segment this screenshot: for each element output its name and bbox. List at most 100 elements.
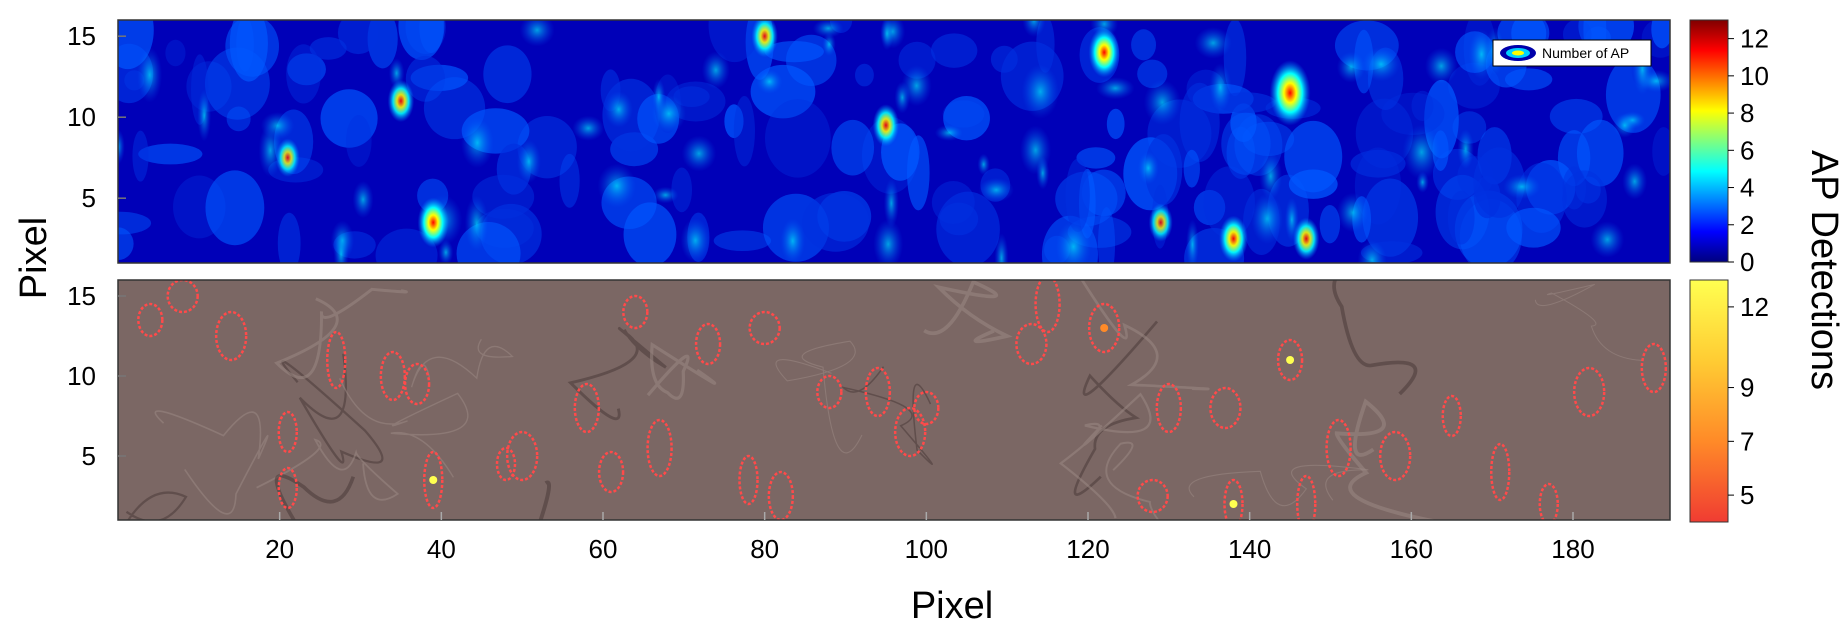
legend-contour-icon-core [1512, 50, 1524, 56]
detection-region [277, 410, 298, 454]
heatmap-background-blob [1143, 79, 1181, 125]
heatmap-background-blob [333, 230, 349, 263]
bottom-colorbar-gradient [1689, 279, 1729, 523]
detection-region [1490, 442, 1511, 502]
heatmap-background-blob [483, 45, 532, 104]
detection-region [913, 390, 940, 426]
heatmap-hotspot [872, 104, 900, 147]
heatmap-background-blob [519, 20, 555, 47]
heatmap-background-blob [1065, 158, 1090, 233]
heatmap-background-blob [1506, 207, 1561, 248]
heatmap-background-blob [1179, 82, 1220, 162]
image-frame [117, 279, 1671, 521]
heatmap-background-blob [1562, 170, 1607, 228]
x-tick-label: 20 [265, 534, 294, 564]
heatmap-background-blob [118, 227, 134, 261]
heatmap-background-blob [1557, 130, 1591, 187]
detection-region [767, 470, 795, 520]
detection-region [622, 294, 649, 330]
top-y-ticks: 5 10 15 [67, 21, 126, 213]
detection-region [893, 406, 927, 458]
detection-region [379, 350, 407, 402]
heatmap-background-blob [1562, 166, 1587, 210]
heatmap-background-blob [780, 218, 806, 263]
image-texture-stroke [775, 340, 863, 454]
bottom-colorbar-ticks: 5 7 9 12 [1728, 292, 1769, 510]
image-texture-stroke [256, 438, 400, 501]
heatmap-background-blob [597, 163, 637, 208]
heatmap-background-blob [352, 181, 374, 219]
heatmap-background-blob [901, 65, 932, 107]
detection-region [277, 466, 298, 510]
heatmap-background-blob [1381, 92, 1445, 136]
detection-region [646, 418, 673, 478]
image-texture-stroke [154, 410, 269, 515]
heatmap-background-blob [1336, 51, 1366, 83]
detection-region [505, 430, 539, 482]
heatmap-background-blob [1362, 47, 1400, 82]
heatmap-background-blob [652, 186, 679, 204]
colorbar-tick-label: 4 [1740, 173, 1754, 203]
x-ticks: 20 40 60 80 100 120 140 160 180 [265, 512, 1595, 564]
image-texture-stroke [1058, 392, 1152, 519]
heatmap-background-blob [572, 115, 605, 141]
detection-region [214, 310, 248, 362]
heatmap-background-blob [733, 95, 755, 167]
heatmap-background-blob [934, 124, 963, 141]
legend-label: Number of AP [1542, 45, 1629, 61]
heatmap-background-blob [197, 89, 212, 142]
detection-region [1441, 394, 1462, 438]
region-overlay [137, 280, 1668, 520]
colorbar-tick-label: 12 [1740, 24, 1769, 54]
x-tick-label: 40 [427, 534, 456, 564]
heatmap-background-blob [1193, 189, 1226, 226]
bottom-panel: 5 10 15 20 40 60 80 100 120 140 160 180 [67, 279, 1671, 564]
heatmap-background-blob [1447, 190, 1475, 245]
detection-hotspot-marker [1100, 324, 1109, 332]
heatmap-background-blob [1622, 163, 1648, 200]
detection-region [1572, 366, 1606, 418]
heatmap-background-blob [286, 44, 321, 104]
detection-hotspot-marker [1286, 356, 1295, 364]
image-texture-stroke [1332, 280, 1418, 396]
heatmap-background-blob [977, 153, 990, 176]
heatmap-background-blob [713, 230, 772, 252]
heatmap-hotspot [1148, 203, 1173, 242]
image-texture-stroke [274, 287, 408, 380]
heatmap-background-blob [137, 47, 163, 103]
heatmap-background-blob [1402, 124, 1441, 180]
y-tick-label: 10 [67, 102, 96, 132]
detection-region [1015, 322, 1048, 366]
heatmap-background-blob [460, 117, 494, 169]
heatmap-background-blob [1651, 20, 1670, 49]
heatmap-background-blob [1457, 129, 1474, 169]
detection-region [864, 366, 892, 418]
detection-region [1640, 342, 1668, 394]
heatmap-background-blob [260, 111, 295, 140]
image-texture-stroke [923, 280, 1013, 344]
detection-region [1276, 338, 1304, 382]
heatmap-background-blob [880, 20, 894, 51]
heatmap-hotspot [1293, 217, 1320, 260]
heatmap-background-blob [1259, 152, 1283, 200]
heatmap-background-blob [883, 178, 899, 228]
top-colorbar-ticks: 0 2 4 6 8 10 12 [1728, 24, 1769, 277]
heatmap-background-blob [623, 202, 677, 263]
bottom-colorbar: 5 7 9 12 [1689, 279, 1769, 523]
heatmap-background-blob [1284, 120, 1343, 193]
heatmap-background-blob [681, 135, 717, 172]
detection-region [1538, 482, 1559, 520]
heatmap-background-blob [990, 45, 1018, 73]
heatmap-background-blob [1209, 63, 1232, 112]
heatmap-background-blob [1144, 134, 1183, 206]
heatmap-background-blob [287, 53, 326, 86]
heatmap-background-blob [1613, 113, 1637, 138]
image-texture-stroke [538, 480, 552, 520]
heatmap-background-blob [309, 37, 347, 60]
heatmap-background-blob [931, 33, 978, 68]
heatmap-background-blob [1137, 151, 1159, 185]
detection-region [1296, 474, 1317, 520]
heatmap-background-blob [1362, 178, 1419, 257]
colorbar-tick-label: 8 [1740, 98, 1754, 128]
